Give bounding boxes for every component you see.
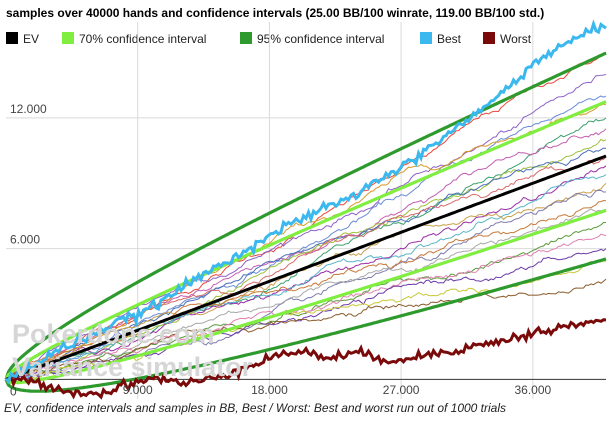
ci95-lower-line: [4, 257, 607, 393]
legend: EV 70% confidence interval 95% confidence …: [6, 32, 532, 46]
legend-swatch-ci70: [62, 32, 74, 44]
x-tick-label-2: 27.000: [383, 383, 420, 397]
sample-line-7: [5, 147, 607, 380]
best-line: [4, 19, 607, 385]
x-tick-label-1: 18.000: [251, 383, 288, 397]
ci70-upper-line: [4, 100, 607, 381]
legend-label-worst: Worst: [500, 32, 532, 46]
legend-label-best: Best: [437, 32, 462, 46]
legend-swatch-worst: [483, 32, 495, 44]
y-tick-label-1: 6.000: [10, 233, 40, 247]
watermark-line1: Pokerdope.com: [12, 319, 215, 349]
x-tick-label-0: 9.000: [123, 383, 153, 397]
legend-swatch-best: [420, 32, 432, 44]
y-tick-label-2: 12.000: [10, 102, 47, 116]
y-tick-label-0: 0: [10, 384, 17, 398]
legend-swatch-ci95: [240, 32, 252, 44]
legend-label-ev: EV: [23, 32, 39, 46]
sample-lines: [5, 52, 607, 383]
watermark-line2: Variance simulator: [12, 352, 253, 382]
sample-line-16: [5, 233, 607, 381]
plot-area: [4, 19, 607, 400]
sample-line-9: [5, 165, 607, 382]
legend-label-ci70: 70% confidence interval: [79, 32, 206, 46]
sample-line-10: [5, 174, 607, 383]
x-tick-label-3: 36.000: [514, 383, 551, 397]
legend-swatch-ev: [6, 32, 18, 44]
watermark: Pokerdope.com Variance simulator: [12, 319, 253, 382]
legend-label-ci95: 95% confidence interval: [257, 32, 384, 46]
sample-line-19: [5, 278, 607, 380]
ev-line: [5, 154, 607, 381]
axis-ticks: 9.000 18.000 27.000 36.000 0 6.000 12.000: [10, 102, 552, 399]
sample-line-6: [5, 138, 607, 383]
sample-line-2: [5, 95, 607, 381]
sample-line-3: [5, 103, 607, 380]
ci95-upper-line: [4, 51, 607, 380]
sample-line-11: [5, 182, 607, 380]
ci70-lower-line: [4, 208, 607, 385]
worst-line: [4, 318, 607, 400]
chart-title: samples over 40000 hands and confidence …: [6, 6, 544, 20]
chart-caption: EV, confidence intervals and samples in …: [4, 401, 507, 415]
